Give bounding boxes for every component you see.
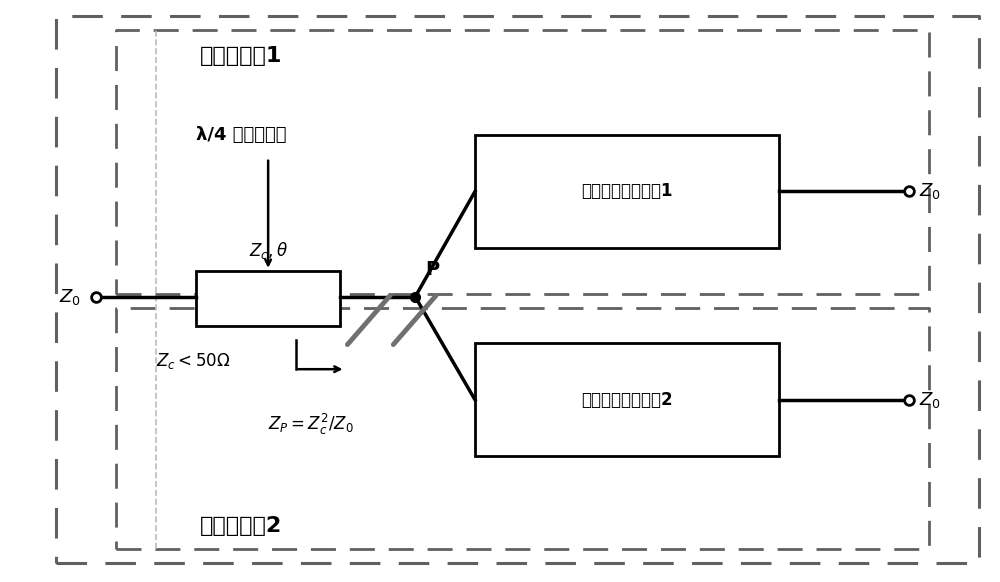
Text: $Z_0$: $Z_0$ — [919, 390, 941, 410]
Text: 滤波支路．1: 滤波支路．1 — [200, 47, 282, 66]
Bar — [475, 134, 779, 247]
Text: $Z_P = Z_c^2/Z_0$: $Z_P = Z_c^2/Z_0$ — [268, 411, 353, 436]
Text: 宽带阻抗转换网络2: 宽带阻抗转换网络2 — [581, 391, 673, 409]
Text: $Z_c, \theta$: $Z_c, \theta$ — [249, 240, 288, 261]
Text: 滤波支路．2: 滤波支路．2 — [200, 516, 282, 535]
Text: $Z_c < 50\Omega$: $Z_c < 50\Omega$ — [156, 350, 230, 371]
Text: 宽带阻抗转换网络1: 宽带阻抗转换网络1 — [581, 182, 673, 200]
Bar — [196, 271, 340, 326]
Bar — [475, 343, 779, 456]
Text: λ/4 阻抗转换器: λ/4 阻抗转换器 — [196, 126, 286, 144]
Text: $Z_0$: $Z_0$ — [919, 182, 941, 201]
Text: $Z_0$: $Z_0$ — [59, 287, 81, 307]
Text: $\mathbf{P}$: $\mathbf{P}$ — [425, 260, 441, 279]
